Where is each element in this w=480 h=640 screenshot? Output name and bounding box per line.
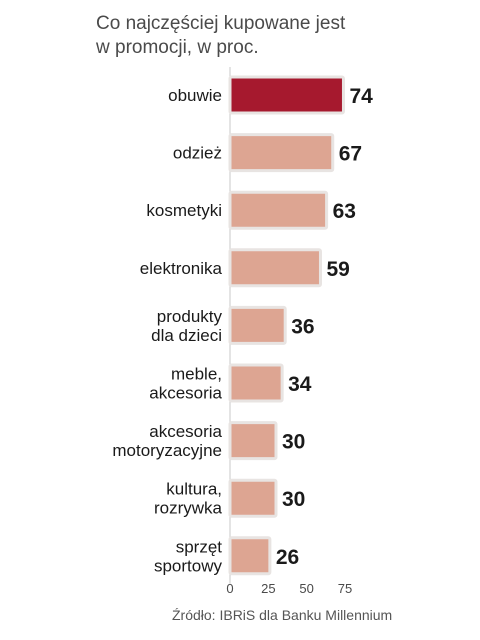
category-label-5: meble, akcesoria [149,365,222,403]
bar-value-label-7: 30 [282,488,305,511]
bar-2 [228,190,329,230]
bar-value-label-8: 26 [276,546,299,569]
category-label-2: kosmetyki [146,201,222,220]
bar-0 [228,75,345,115]
bar-8 [228,536,272,576]
category-label-4: produkty dla dzieci [151,307,222,345]
bar-value-label-0: 74 [349,85,373,108]
category-label-8: sprzęt sportowy [154,537,223,575]
bar-5 [228,363,284,403]
x-tick-label-0: 0 [226,581,233,596]
bar-6 [228,421,278,461]
category-label-1: odzież [173,144,222,163]
bar-value-label-4: 36 [291,315,314,338]
bar-value-label-2: 63 [333,200,356,223]
bar-7 [228,478,278,518]
bar-value-label-3: 59 [326,258,349,281]
bar-3 [228,248,322,288]
category-label-3: elektronika [140,259,223,278]
bar-value-label-5: 34 [288,373,312,396]
bar-value-label-1: 67 [339,143,362,166]
bar-4 [228,305,287,345]
x-tick-label-2: 50 [299,581,313,596]
source-note: Źródło: IBRiS dla Banku Millennium [172,607,393,623]
x-tick-label-3: 75 [338,581,352,596]
bar-value-label-6: 30 [282,431,305,454]
bar-1 [228,133,335,173]
x-tick-label-1: 25 [261,581,275,596]
category-label-6: akcesoria motoryzacyjne [112,422,222,460]
category-label-7: kultura, rozrywka [154,480,223,518]
chart-title-line-2: w promocji, w proc. [96,37,259,58]
chart-title: Co najczęściej kupowane jest w promocji,… [96,12,436,60]
chart-title-line-1: Co najczęściej kupowane jest [96,13,346,34]
category-label-0: obuwie [168,86,222,105]
